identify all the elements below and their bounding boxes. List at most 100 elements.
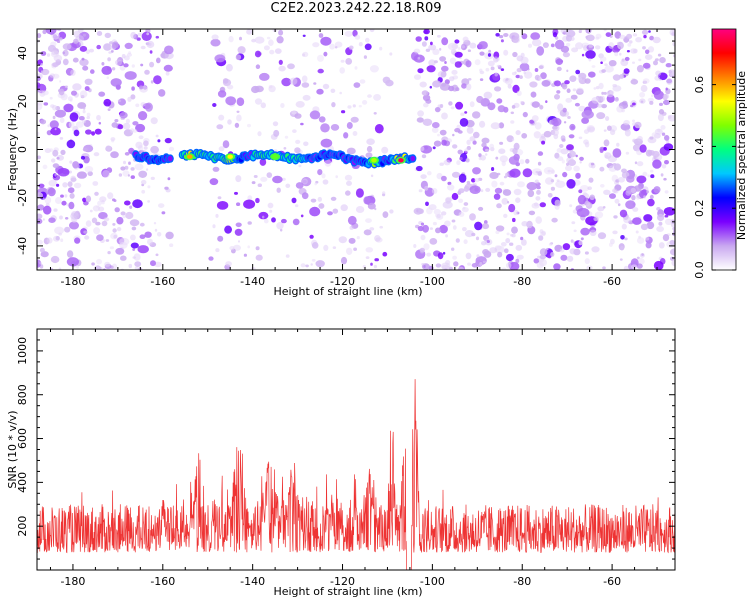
heatmap-x-tick-label: -80 — [513, 275, 531, 288]
heatmap-noise-blob — [141, 31, 152, 41]
heatmap-noise-blob — [82, 33, 86, 37]
heatmap-noise-blob — [550, 179, 555, 183]
heatmap-noise-blob — [624, 237, 628, 241]
heatmap-noise-blob — [526, 220, 533, 229]
heatmap-noise-blob — [79, 58, 89, 67]
heatmap-noise-blob — [102, 170, 110, 178]
heatmap-noise-blob — [363, 55, 367, 59]
heatmap-noise-blob — [55, 197, 62, 204]
heatmap-noise-blob — [507, 83, 512, 89]
snr-y-tick-label: 1000 — [16, 337, 29, 365]
heatmap-noise-blob — [593, 216, 599, 222]
heatmap-noise-blob — [516, 68, 522, 73]
heatmap-noise-blob — [593, 87, 597, 90]
heatmap-noise-blob — [354, 66, 358, 70]
heatmap-noise-blob — [654, 128, 663, 135]
heatmap-noise-blob — [141, 189, 146, 194]
heatmap-noise-blob — [107, 108, 111, 111]
heatmap-noise-blob — [154, 261, 162, 268]
heatmap-noise-blob — [281, 177, 286, 181]
heatmap-noise-blob — [85, 49, 90, 55]
heatmap-noise-blob — [612, 74, 621, 81]
heatmap-noise-blob — [82, 147, 88, 152]
heatmap-noise-blob — [597, 206, 605, 212]
heatmap-noise-blob — [124, 200, 131, 206]
heatmap-noise-blob — [493, 193, 501, 200]
heatmap-noise-blob — [318, 116, 326, 123]
heatmap-noise-blob — [214, 54, 226, 63]
heatmap-noise-blob — [485, 187, 491, 192]
heatmap-noise-blob — [46, 237, 53, 244]
heatmap-noise-blob — [150, 145, 160, 154]
heatmap-noise-blob — [630, 79, 639, 85]
heatmap-noise-blob — [469, 101, 475, 108]
heatmap-noise-blob — [522, 168, 533, 178]
heatmap-noise-blob — [521, 33, 528, 40]
heatmap-noise-blob — [39, 247, 45, 253]
heatmap-noise-blob — [467, 49, 471, 52]
heatmap-noise-blob — [499, 35, 504, 39]
heatmap-noise-blob — [509, 233, 514, 237]
heatmap-noise-blob — [447, 184, 455, 191]
heatmap-noise-blob — [292, 129, 297, 134]
heatmap-noise-blob — [420, 234, 426, 241]
heatmap-noise-blob — [347, 105, 352, 109]
heatmap-noise-blob — [658, 242, 665, 249]
heatmap-noise-blob — [496, 98, 503, 104]
heatmap-noise-blob — [374, 207, 377, 211]
heatmap-noise-blob — [64, 194, 68, 198]
heatmap-noise-blob — [452, 225, 457, 230]
heatmap-noise-blob — [300, 214, 304, 218]
heatmap-noise-blob — [73, 129, 80, 137]
heatmap-noise-blob — [448, 266, 453, 270]
heatmap-noise-blob — [613, 215, 618, 219]
heatmap-noise-blob — [509, 242, 514, 246]
heatmap-noise-blob — [260, 102, 266, 109]
heatmap-noise-blob — [539, 248, 548, 256]
heatmap-noise-blob — [439, 47, 442, 51]
heatmap-noise-blob — [120, 211, 126, 216]
heatmap-noise-blob — [132, 199, 143, 209]
heatmap-y-tick-label: -20 — [16, 189, 29, 207]
heatmap-noise-blob — [302, 34, 306, 37]
heatmap-noise-blob — [218, 114, 225, 121]
heatmap-noise-blob — [105, 239, 110, 242]
heatmap-noise-blob — [591, 96, 600, 104]
heatmap-noise-blob — [455, 238, 460, 243]
heatmap-noise-blob — [638, 58, 642, 62]
heatmap-noise-blob — [466, 139, 471, 145]
heatmap-noise-blob — [617, 41, 624, 50]
heatmap-noise-blob — [138, 135, 144, 140]
heatmap-noise-blob — [429, 227, 433, 230]
heatmap-noise-blob — [215, 213, 219, 218]
heatmap-noise-blob — [70, 69, 76, 76]
heatmap-noise-blob — [84, 78, 93, 86]
heatmap-noise-blob — [427, 171, 432, 176]
heatmap-noise-blob — [495, 33, 500, 37]
heatmap-noise-blob — [631, 264, 638, 270]
heatmap-noise-blob — [511, 138, 515, 142]
heatmap-noise-blob — [515, 258, 520, 264]
heatmap-noise-blob — [441, 139, 447, 146]
heatmap-noise-blob — [539, 202, 546, 208]
heatmap-noise-blob — [559, 248, 565, 253]
heatmap-noise-blob — [164, 45, 174, 55]
heatmap-noise-blob — [621, 168, 627, 174]
heatmap-noise-blob — [535, 216, 542, 224]
heatmap-noise-blob — [98, 91, 106, 97]
heatmap-noise-blob — [595, 33, 602, 39]
heatmap-noise-blob — [455, 87, 460, 92]
heatmap-noise-blob — [253, 175, 258, 178]
heatmap-noise-blob — [98, 121, 102, 125]
heatmap-noise-blob — [432, 48, 440, 55]
heatmap-noise-blob — [490, 122, 501, 130]
heatmap-noise-blob — [525, 158, 530, 164]
heatmap-noise-blob — [137, 32, 142, 37]
heatmap-noise-blob — [283, 147, 287, 150]
heatmap-noise-blob — [44, 148, 52, 154]
heatmap-noise-blob — [654, 75, 660, 81]
heatmap-noise-blob — [472, 111, 481, 119]
heatmap-noise-blob — [346, 122, 353, 129]
heatmap-noise-blob — [269, 49, 275, 55]
heatmap-noise-blob — [461, 83, 467, 89]
